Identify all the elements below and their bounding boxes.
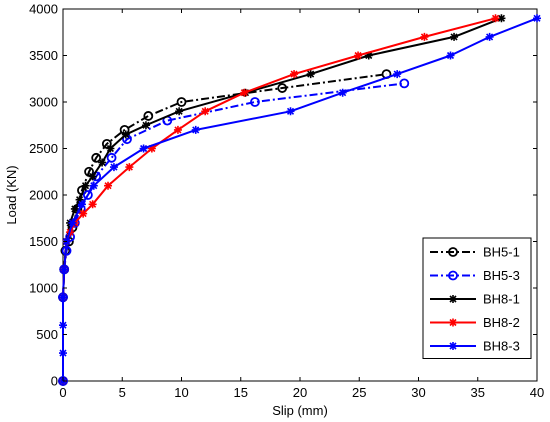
data-point-bh8-2 xyxy=(125,163,134,172)
x-tick-label: 25 xyxy=(352,385,366,400)
data-point-bh8-1 xyxy=(364,51,373,60)
data-point-bh8-2 xyxy=(420,32,429,41)
y-tick-label: 0 xyxy=(51,374,58,389)
y-tick-label: 500 xyxy=(36,327,58,342)
data-point-bh5-3 xyxy=(82,190,93,200)
data-point-bh8-2 xyxy=(147,144,156,153)
data-point-bh8-2 xyxy=(88,200,97,209)
data-point-bh8-1 xyxy=(141,121,150,130)
y-axis-title: Load (KN) xyxy=(4,165,19,224)
data-point-bh8-1 xyxy=(98,158,107,167)
legend: BH5-1 BH5-3 BH8-1 BH8-2 BH8-3 xyxy=(422,237,532,359)
data-point-bh5-1 xyxy=(176,97,187,107)
data-point-bh8-3 xyxy=(393,70,402,79)
data-point-bh8-1 xyxy=(306,70,315,79)
x-tick-label: 40 xyxy=(530,385,544,400)
data-point-bh8-1 xyxy=(121,130,130,139)
legend-marker xyxy=(449,318,457,327)
data-point-bh8-3 xyxy=(485,32,494,41)
x-tick-label: 35 xyxy=(471,385,485,400)
x-tick-label: 30 xyxy=(411,385,425,400)
data-point-bh8-3 xyxy=(191,125,200,134)
data-point-bh5-3 xyxy=(106,152,117,163)
y-tick-label: 1000 xyxy=(29,281,58,296)
legend-item-bh8-2: BH8-2 xyxy=(430,315,520,330)
data-point-bh8-1 xyxy=(81,181,90,190)
data-point-bh8-2 xyxy=(290,70,299,79)
y-tick-label: 3500 xyxy=(29,48,58,63)
data-point-bh8-3 xyxy=(533,14,541,23)
x-tick-label: 15 xyxy=(234,385,248,400)
legend-label: BH8-3 xyxy=(483,339,520,354)
data-point-bh8-3 xyxy=(139,144,148,153)
data-point-bh8-2 xyxy=(201,107,210,116)
data-point-bh8-3 xyxy=(68,218,77,227)
legend-label: BH5-1 xyxy=(483,245,520,260)
data-point-bh5-1 xyxy=(143,111,154,121)
legend-item-bh5-1: BH5-1 xyxy=(430,245,520,260)
legend-label: BH8-2 xyxy=(483,315,520,330)
series-line-bh8-3 xyxy=(62,17,538,381)
data-point-bh8-2 xyxy=(240,88,249,97)
x-tick-label: 0 xyxy=(59,385,66,400)
y-tick-label: 2000 xyxy=(29,188,58,203)
data-point-bh8-3 xyxy=(446,51,455,60)
data-point-bh8-3 xyxy=(338,88,347,97)
ticks-layer: 0 5 10 15 20 25 30 35 40 0 500 1000 1500 2000 2500 3000… xyxy=(29,2,544,401)
x-tick-label: 20 xyxy=(293,385,307,400)
x-tick-label: 10 xyxy=(174,385,188,400)
data-point-bh8-1 xyxy=(450,32,459,41)
x-axis-title: Slip (mm) xyxy=(272,403,328,418)
data-point-bh5-3 xyxy=(399,78,410,89)
legend-label: BH8-1 xyxy=(483,292,520,307)
data-point-bh8-3 xyxy=(59,349,67,358)
y-tick-label: 4000 xyxy=(29,2,58,17)
data-point-bh8-1 xyxy=(88,172,97,181)
y-tick-label: 3000 xyxy=(29,95,58,110)
data-point-bh8-3 xyxy=(109,163,118,172)
legend-marker xyxy=(448,247,458,257)
x-tick-label: 5 xyxy=(119,385,126,400)
series-layer xyxy=(58,14,541,386)
data-point-bh8-2 xyxy=(354,51,363,60)
data-point-bh8-1 xyxy=(497,14,506,23)
data-point-bh8-3 xyxy=(77,200,86,209)
legend-marker xyxy=(449,342,457,350)
legend-label: BH5-3 xyxy=(483,268,520,283)
data-point-bh8-3 xyxy=(89,181,98,190)
y-tick-label: 1500 xyxy=(29,234,58,249)
data-point-bh8-2 xyxy=(104,181,113,190)
data-point-bh5-1 xyxy=(91,152,102,163)
data-point-bh8-3 xyxy=(60,265,69,274)
data-point-bh8-1 xyxy=(106,144,115,153)
data-point-bh8-1 xyxy=(75,195,84,204)
legend-item-bh8-3: BH8-3 xyxy=(430,339,520,354)
legend-marker xyxy=(449,295,457,303)
legend-item-bh8-1: BH8-1 xyxy=(430,292,520,307)
plot-area: 0 5 10 15 20 25 30 35 40 0 500 1000 1500 2000 2500 3000… xyxy=(29,2,544,401)
y-tick-label: 2500 xyxy=(29,141,58,156)
data-point-bh8-1 xyxy=(175,107,184,116)
data-point-bh8-2 xyxy=(79,209,88,218)
data-point-bh5-1 xyxy=(277,83,288,93)
data-point-bh8-2 xyxy=(173,125,182,134)
data-point-bh8-1 xyxy=(70,204,79,213)
data-point-bh8-3 xyxy=(286,107,295,116)
data-point-bh8-3 xyxy=(59,293,67,302)
data-point-bh8-3 xyxy=(59,321,67,330)
legend-marker xyxy=(448,270,458,281)
legend-item-bh5-3: BH5-3 xyxy=(430,268,520,283)
data-point-bh5-3 xyxy=(250,97,260,107)
data-point-bh8-2 xyxy=(491,14,500,23)
